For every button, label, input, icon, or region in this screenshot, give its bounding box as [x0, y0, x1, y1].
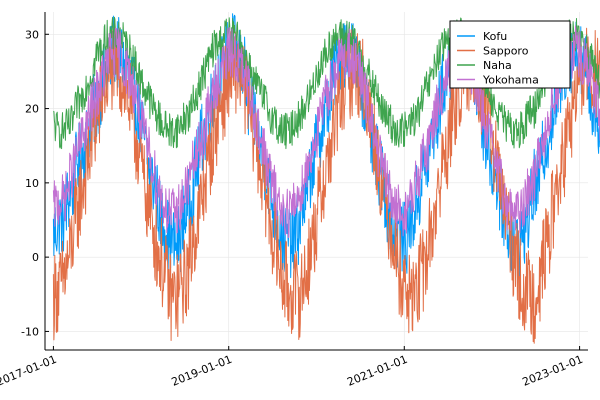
y-tick-label: 0	[32, 251, 39, 264]
y-tick-label: 30	[25, 28, 39, 41]
series-line-naha	[53, 16, 600, 150]
legend-label-yokohama: Yokohama	[482, 74, 539, 87]
series-line-yokohama	[52, 25, 600, 238]
y-ticks: -10 0 10 20 30	[21, 28, 49, 338]
axes	[44, 12, 588, 351]
legend-label-sapporo: Sapporo	[483, 45, 529, 58]
legend-box	[449, 20, 571, 89]
legend-label-kofu: Kofu	[483, 30, 507, 43]
series-line-kofu	[52, 13, 600, 279]
y-tick-label: -10	[21, 325, 39, 338]
series-group	[52, 13, 600, 344]
legend-label-naha: Naha	[483, 59, 512, 72]
y-tick-label: 20	[25, 103, 39, 116]
y-tick-label: 10	[25, 177, 39, 190]
